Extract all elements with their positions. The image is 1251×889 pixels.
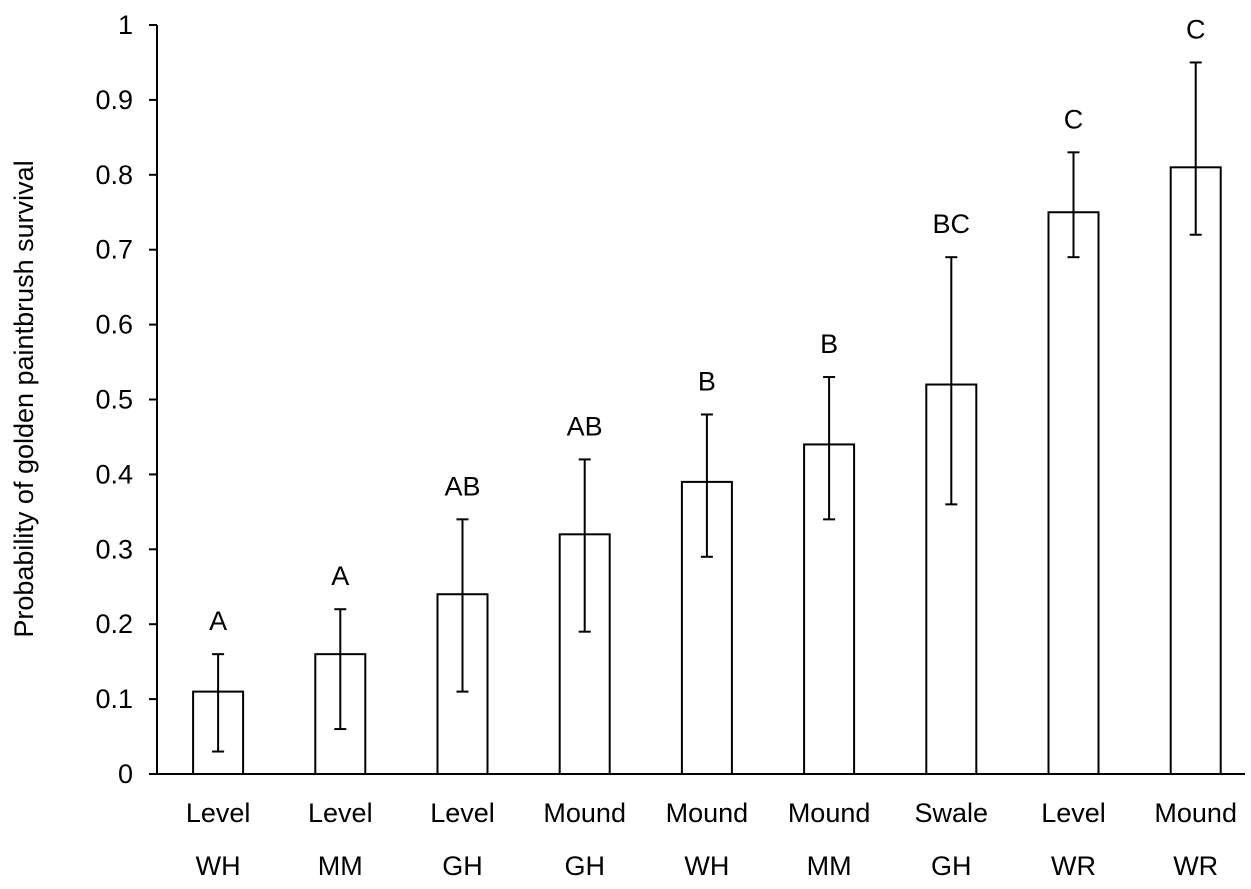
- x-tick-label-line2: MM: [807, 851, 852, 881]
- group-letter: BC: [933, 209, 971, 239]
- error-bars: [212, 61, 1202, 753]
- y-tick-label: 0.8: [95, 160, 133, 190]
- x-tick-label-line1: Mound: [666, 798, 749, 828]
- y-tick-label: 0.6: [95, 310, 133, 340]
- y-tick-label: 0: [118, 759, 133, 789]
- group-letter: B: [698, 366, 716, 396]
- y-tick-label: 0.5: [95, 385, 133, 415]
- group-letter: C: [1186, 14, 1206, 44]
- x-tick-label-line1: Mound: [543, 798, 626, 828]
- bar: [1169, 166, 1222, 775]
- group-letter: A: [331, 561, 349, 591]
- y-tick-label: 0.4: [95, 459, 133, 489]
- y-tick-label: 0.2: [95, 609, 133, 639]
- x-tick-label-line2: GH: [564, 851, 605, 881]
- x-tick-label-line2: WH: [684, 851, 729, 881]
- y-tick-label: 0.1: [95, 684, 133, 714]
- group-letter: C: [1064, 104, 1084, 134]
- x-tick-label-line1: Level: [186, 798, 251, 828]
- x-tick-label-line1: Swale: [915, 798, 989, 828]
- group-letter: AB: [567, 411, 603, 441]
- x-tick-label-line1: Mound: [1154, 798, 1237, 828]
- y-tick-label: 0.7: [95, 235, 133, 265]
- y-axis-title: Probability of golden paintbrush surviva…: [9, 160, 39, 637]
- y-tick-label: 0.3: [95, 534, 133, 564]
- x-tick-label-line2: GH: [442, 851, 483, 881]
- labels: A Level WH A Level MM AB Level GH AB Mound GH B Mound…: [186, 14, 1237, 881]
- group-letter: AB: [444, 471, 480, 501]
- x-tick-label-line1: Level: [430, 798, 495, 828]
- x-tick-label-line1: Mound: [788, 798, 871, 828]
- group-letter: A: [209, 606, 227, 636]
- x-tick-label-line2: GH: [931, 851, 972, 881]
- bar: [1047, 211, 1100, 775]
- x-tick-label-line2: WR: [1173, 851, 1218, 881]
- y-tick-label: 1: [118, 10, 133, 40]
- x-tick-label-line2: MM: [318, 851, 363, 881]
- x-tick-label-line2: WR: [1051, 851, 1096, 881]
- y-tick-label: 0.9: [95, 85, 133, 115]
- x-tick-label-line2: WH: [196, 851, 241, 881]
- x-tick-label-line1: Level: [308, 798, 373, 828]
- group-letter: B: [820, 329, 838, 359]
- bar: [925, 383, 978, 775]
- x-tick-label-line1: Level: [1041, 798, 1106, 828]
